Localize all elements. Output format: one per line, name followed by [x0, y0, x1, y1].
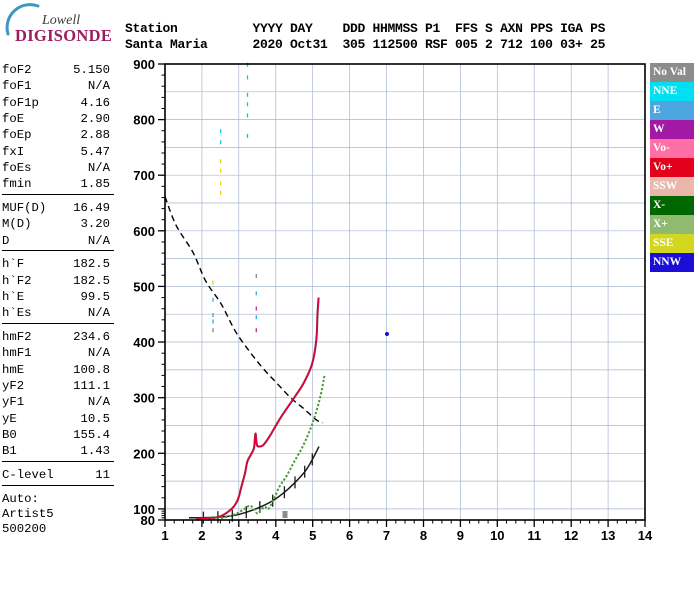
svg-text:600: 600 — [133, 224, 155, 239]
svg-text:900: 900 — [133, 57, 155, 72]
svg-text:80: 80 — [141, 513, 155, 528]
svg-text:12: 12 — [564, 528, 578, 543]
svg-text:500: 500 — [133, 279, 155, 294]
svg-text:6: 6 — [346, 528, 353, 543]
svg-text:5: 5 — [309, 528, 316, 543]
svg-text:800: 800 — [133, 113, 155, 128]
svg-text:10: 10 — [490, 528, 504, 543]
svg-text:400: 400 — [133, 335, 155, 350]
svg-text:7: 7 — [383, 528, 390, 543]
svg-text:9: 9 — [457, 528, 464, 543]
svg-text:4: 4 — [272, 528, 280, 543]
svg-text:13: 13 — [601, 528, 615, 543]
svg-text:200: 200 — [133, 446, 155, 461]
svg-text:2: 2 — [198, 528, 205, 543]
svg-text:1: 1 — [161, 528, 168, 543]
svg-text:14: 14 — [638, 528, 653, 543]
svg-text:8: 8 — [420, 528, 427, 543]
svg-text:300: 300 — [133, 391, 155, 406]
svg-text:3: 3 — [235, 528, 242, 543]
svg-text:11: 11 — [527, 528, 541, 543]
svg-text:700: 700 — [133, 168, 155, 183]
